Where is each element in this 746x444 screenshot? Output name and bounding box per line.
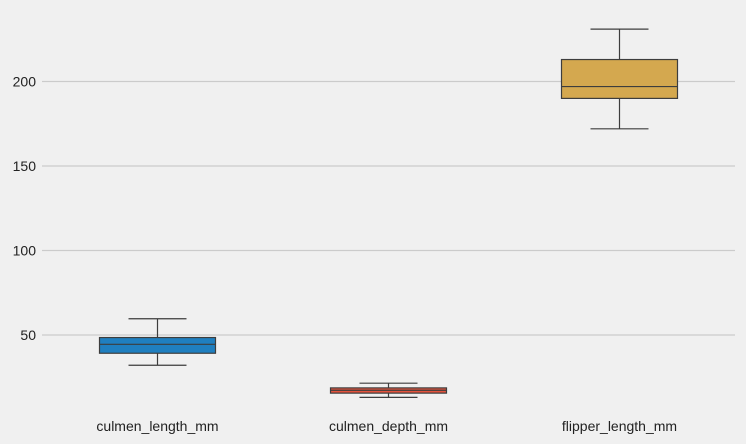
x-tick-label: culmen_depth_mm [329, 418, 448, 434]
y-tick-label: 100 [13, 243, 37, 259]
x-tick-label: flipper_length_mm [562, 418, 677, 434]
box-layer [98, 28, 679, 398]
box-flipper_length_mm [560, 28, 679, 130]
y-tick-label: 50 [20, 327, 36, 343]
box-culmen_length_mm [98, 318, 217, 366]
iqr-box [560, 58, 679, 99]
x-tick-label: culmen_length_mm [96, 418, 218, 434]
x-tick-labels: culmen_length_mm culmen_depth_mm flipper_l… [96, 418, 677, 434]
y-tick-label: 200 [13, 74, 37, 90]
iqr-box [98, 336, 217, 354]
y-tick-labels: 50 100 150 200 [13, 74, 37, 344]
y-tick-label: 150 [13, 158, 37, 174]
box-culmen_depth_mm [329, 382, 448, 398]
